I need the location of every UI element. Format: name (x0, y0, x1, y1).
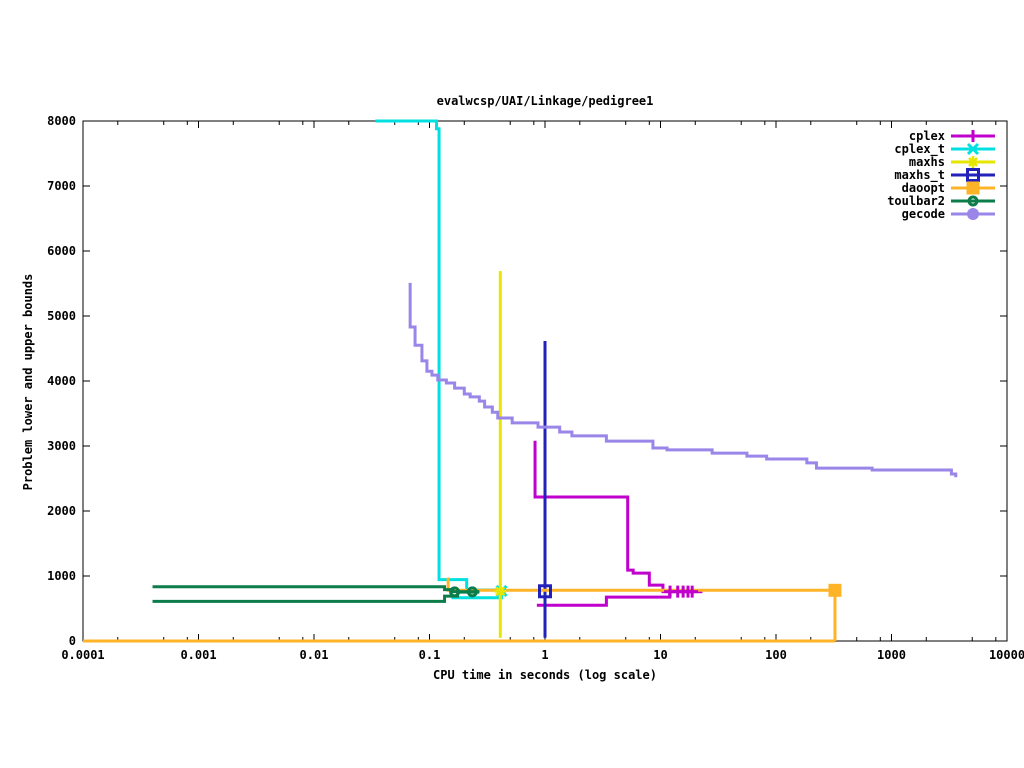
legend-item-cplex_t: cplex_t (894, 142, 995, 157)
y-tick-label: 7000 (47, 179, 76, 193)
chart-title: evalwcsp/UAI/Linkage/pedigree1 (436, 94, 654, 108)
y-tick-label: 3000 (47, 439, 76, 453)
x-tick-label: 0.001 (180, 648, 216, 662)
x-tick-label: 100 (765, 648, 787, 662)
x-tick-label: 1000 (877, 648, 906, 662)
series-daoopt (446, 577, 837, 641)
legend-label: cplex_t (894, 142, 945, 157)
y-tick-label: 4000 (47, 374, 76, 388)
x-tick-label: 10 (653, 648, 667, 662)
y-tick-label: 8000 (47, 114, 76, 128)
series-cplex (533, 440, 703, 594)
marker-daoopt (828, 583, 842, 597)
series-toulbar2 (152, 585, 480, 594)
legend-item-toulbar2: toulbar2 (887, 194, 995, 208)
legend-item-maxhs: maxhs (909, 155, 995, 169)
x-axis-label: CPU time in seconds (log scale) (433, 668, 657, 682)
legend-item-cplex: cplex (909, 129, 995, 143)
legend-label: cplex (909, 129, 945, 143)
y-axis-ticks: 0 1000 2000 3000 4000 5000 6000 7000 8000 (47, 114, 1007, 648)
x-axis-ticks: 0.0001 0.001 0.01 0.1 1 10 100 1000 10000 (61, 121, 1024, 662)
marker-maxhs (494, 585, 507, 598)
legend-label: daoopt (902, 181, 945, 195)
series-cplex_t (375, 119, 507, 592)
y-tick-label: 6000 (47, 244, 76, 258)
x-tick-label: 0.01 (300, 648, 329, 662)
marker-cplex (686, 585, 699, 598)
y-tick-label: 1000 (47, 569, 76, 583)
series-toulbar2 (152, 590, 480, 603)
marker-maxhs_t (538, 584, 552, 599)
x-tick-label: 1 (541, 648, 548, 662)
y-tick-label: 5000 (47, 309, 76, 323)
legend-item-daoopt: daoopt (902, 181, 995, 195)
marker-toulbar2 (449, 586, 461, 598)
y-tick-label: 2000 (47, 504, 76, 518)
x-tick-label: 0.0001 (61, 648, 104, 662)
legend-item-maxhs_t: maxhs_t (894, 168, 995, 183)
series-lines (83, 119, 958, 643)
legend-label: maxhs (909, 155, 945, 169)
marker-toulbar2 (466, 586, 478, 598)
y-axis-label: Problem lower and upper bounds (21, 273, 35, 491)
series-markers (449, 583, 842, 599)
y-tick-label: 0 (69, 634, 76, 648)
legend-label: maxhs_t (894, 168, 945, 183)
legend-label: gecode (902, 207, 945, 221)
legend: cplexcplex_tmaxhsmaxhs_tdaoopttoulbar2ge… (887, 129, 995, 221)
x-tick-label: 10000 (989, 648, 1024, 662)
series-gecode (408, 282, 958, 478)
legend-label: toulbar2 (887, 194, 945, 208)
legend-item-gecode: gecode (902, 207, 995, 221)
x-tick-label: 0.1 (419, 648, 441, 662)
